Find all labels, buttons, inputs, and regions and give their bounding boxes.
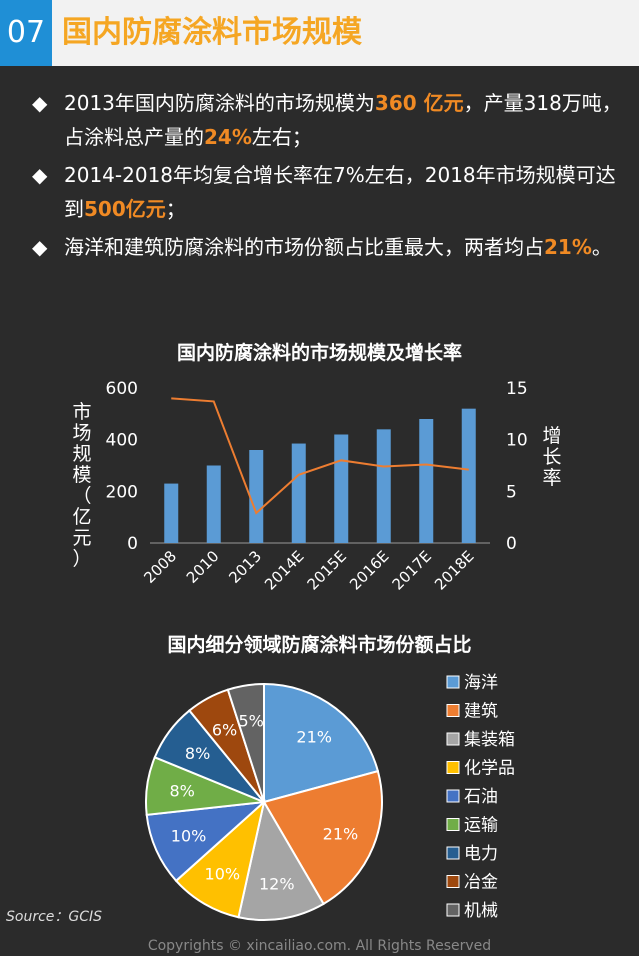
- pie-value-label: 8%: [170, 781, 195, 800]
- bar: [334, 434, 349, 543]
- legend-label: 集装箱: [464, 730, 515, 750]
- y-tick-label: 0: [127, 534, 138, 554]
- legend-label: 建筑: [464, 702, 498, 722]
- pie-value-label: 8%: [185, 744, 210, 763]
- y2-tick-label: 5: [506, 482, 517, 502]
- pie-slice: [263, 682, 380, 804]
- pie-value-label: 5%: [239, 711, 264, 730]
- highlight-text: 21%: [544, 235, 592, 259]
- bar: [164, 483, 179, 543]
- pie-slice: [174, 799, 266, 919]
- legend-label: 冶金: [464, 873, 498, 893]
- legend-swatch: [446, 846, 460, 860]
- bullet-text: 。: [591, 235, 612, 259]
- pie-chart: 21%21%12%10%10%8%8%6% 5%海洋建筑集装箱化学品石油运输电力冶…: [145, 673, 515, 921]
- highlight-text: 360 亿元: [374, 91, 464, 115]
- pie-value-label: 21%: [296, 727, 332, 746]
- y2-tick-label: 0: [506, 534, 517, 554]
- bullet-text: ；: [165, 197, 186, 221]
- bar: [461, 408, 476, 543]
- legend-swatch: [446, 789, 460, 803]
- bullet-item: ◆ 2014-2018年均复合增长率在7%左右，2018年市场规模可达到500亿元…: [30, 158, 630, 226]
- legend-label: 海洋: [464, 673, 498, 693]
- pie-slice: [237, 799, 325, 921]
- y2-axis-label: 增长率: [542, 425, 561, 489]
- bullet-text: 左右；: [251, 125, 312, 149]
- pie-slice: [145, 800, 267, 883]
- bar: [206, 465, 221, 543]
- legend-swatch: [446, 818, 460, 831]
- header-bar: 07 国内防腐涂料市场规模: [0, 0, 639, 66]
- bullet-list: ◆ 2013年国内防腐涂料的市场规模为360 亿元，产量318万吨，占涂料总产量的…: [30, 86, 630, 268]
- bar: [419, 419, 434, 543]
- pie-value-label: 21%: [323, 824, 359, 843]
- pie-value-label: 6%: [212, 720, 237, 739]
- copyright-text: Copyrights © xincailiao.com. All Rights …: [147, 938, 492, 954]
- x-tick-label: 2014E: [261, 547, 307, 593]
- diamond-bullet-icon: ◆: [32, 91, 48, 115]
- bullet-text: 2013年国内防腐涂料的市场规模为: [64, 91, 375, 115]
- highlight-text: 500亿元: [84, 197, 166, 221]
- legend-label: 电力: [464, 844, 498, 864]
- x-tick-label: 2016E: [346, 547, 392, 593]
- pie-value-label: 12%: [259, 875, 295, 894]
- legend-swatch: [446, 875, 460, 888]
- y-tick-label: 400: [106, 431, 138, 451]
- bar-chart-title: 国内防腐涂料的市场规模及增长率: [176, 342, 462, 364]
- page-title: 国内防腐涂料市场规模: [62, 15, 362, 50]
- section-number: 07: [0, 0, 52, 66]
- x-tick-label: 2018E: [431, 547, 477, 593]
- legend-label: 运输: [464, 816, 498, 836]
- bar: [376, 429, 391, 543]
- bullet-item: ◆ 海洋和建筑防腐涂料的市场份额占比重最大，两者均占21%。: [30, 230, 630, 264]
- legend-swatch: [446, 761, 460, 774]
- diamond-bullet-icon: ◆: [32, 235, 48, 259]
- diamond-bullet-icon: ◆: [32, 163, 48, 187]
- legend-swatch: [446, 704, 460, 717]
- x-tick-label: 2008: [140, 547, 180, 587]
- bullet-text: 2014-2018年均复合增长率在7%左右，2018年市场规模可达到: [64, 163, 616, 221]
- growth-rate-line: [171, 397, 469, 515]
- pie-value-label: 10%: [205, 864, 241, 883]
- y-tick-label: 200: [106, 482, 138, 502]
- legend-swatch: [446, 903, 460, 917]
- pie-chart-title: 国内细分领域防腐涂料市场份额占比: [167, 634, 472, 656]
- bar: [249, 450, 264, 543]
- bullet-item: ◆ 2013年国内防腐涂料的市场规模为360 亿元，产量318万吨，占涂料总产量的…: [30, 86, 630, 154]
- pie-slice: [262, 769, 383, 906]
- y-axis-label: 市场规模（亿元）: [72, 401, 91, 570]
- x-tick-label: 2013: [225, 547, 265, 587]
- bullet-text: ，产量318万吨，占涂料总产量的: [64, 91, 622, 149]
- x-tick-label: 2015E: [304, 547, 350, 593]
- legend-label: 机械: [464, 901, 498, 921]
- legend-label: 石油: [464, 787, 498, 807]
- source-note: Source：GCIS: [6, 909, 103, 925]
- y-tick-label: 600: [106, 379, 138, 399]
- legend-label: 化学品: [464, 759, 515, 779]
- x-tick-label: 2017E: [389, 547, 435, 593]
- highlight-text: 24%: [204, 125, 252, 149]
- pie-value-label: 10%: [171, 827, 207, 846]
- x-tick-label: 2010: [183, 547, 223, 587]
- legend-swatch: [446, 732, 460, 746]
- y2-tick-label: 10: [506, 431, 528, 451]
- pie-slice: [226, 682, 265, 803]
- y2-tick-label: 15: [506, 379, 528, 399]
- bar: [291, 443, 306, 543]
- legend-swatch: [446, 675, 460, 689]
- bullet-text: 海洋和建筑防腐涂料的市场份额占比重最大，两者均占: [64, 235, 544, 259]
